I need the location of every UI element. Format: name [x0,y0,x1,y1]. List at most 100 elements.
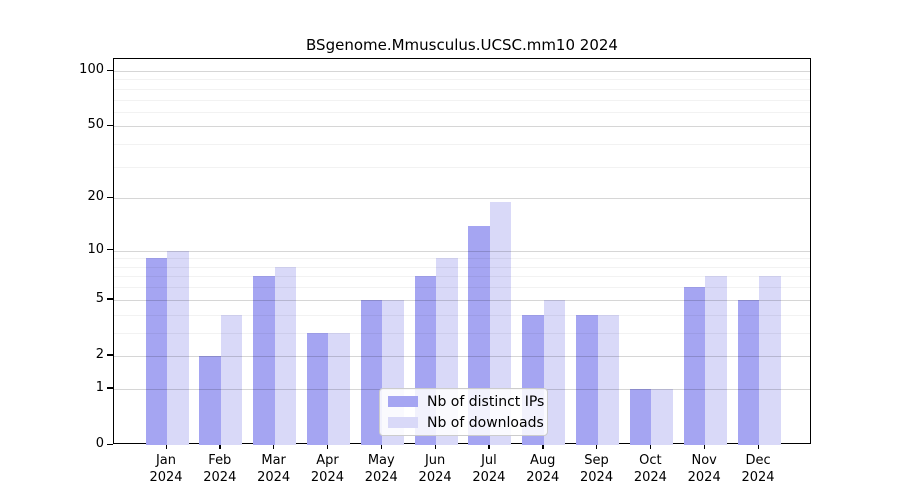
y-axis-tick-mark [107,443,113,445]
chart-title: BSgenome.Mmusculus.UCSC.mm10 2024 [306,36,618,54]
x-axis-month: Jun [424,453,446,468]
x-axis-year: 2024 [526,470,560,485]
x-axis-year: 2024 [580,470,614,485]
gridline-minor [114,79,810,81]
gridline-minor [114,166,810,168]
gridline-major [114,126,810,128]
bar-distinct-ips-dec [737,299,760,445]
x-axis-year: 2024 [203,470,237,485]
y-axis-tick-mark [107,354,113,356]
legend-swatch-distinct-ips [388,396,418,407]
x-axis-tick-label-jul: Jul 2024 [459,452,519,486]
x-axis-tick-label-mar: Mar 2024 [244,452,304,486]
bar-distinct-ips-mar [253,276,275,445]
x-axis-month: Nov [691,453,717,468]
gridline-major [114,198,810,200]
x-axis-tick-label-feb: Feb 2024 [190,452,250,486]
x-axis-tick-label-jan: Jan 2024 [136,452,196,486]
x-axis-month: Aug [530,453,556,468]
y-axis-tick-mark [107,196,113,199]
x-axis-month: Apr [316,453,339,468]
bar-distinct-ips-oct [629,388,652,445]
x-axis-month: Jul [481,453,497,468]
x-axis-tick-mark [219,444,221,449]
y-axis-tick-label: 10 [87,241,104,257]
x-axis-tick-label-aug: Aug 2024 [513,452,573,486]
bar-distinct-ips-sep [576,314,598,445]
legend-label-downloads: Nb of downloads [427,414,544,431]
bar-downloads-oct [651,388,673,445]
bar-downloads-jul [489,202,512,445]
x-axis-year: 2024 [364,470,398,485]
x-axis-year: 2024 [310,470,344,485]
x-axis-tick-mark [273,444,275,449]
x-axis-tick-mark [596,444,598,449]
x-axis-tick-label-dec: Dec 2024 [728,452,788,486]
y-axis-tick-label: 0 [95,436,104,451]
gridline-major [114,250,810,252]
x-axis-tick-mark [165,444,167,449]
y-axis-tick-mark [107,124,113,127]
bar-downloads-nov [705,276,727,445]
y-axis-tick-label: 20 [87,189,104,205]
y-axis-tick-label: 50 [87,117,104,133]
x-axis-tick-mark [757,444,759,449]
legend: Nb of distinct IPs Nb of downloads [379,388,548,436]
x-axis-month: Mar [261,453,286,468]
y-axis-tick-label: 2 [95,346,104,362]
x-axis-year: 2024 [418,470,452,485]
x-axis-month: Sep [584,453,609,468]
bar-downloads-mar [274,266,297,445]
x-axis-month: Oct [639,453,662,468]
x-axis-year: 2024 [741,470,775,485]
y-axis-tick-mark [107,69,113,71]
gridline-major [114,71,810,72]
x-axis-tick-label-sep: Sep 2024 [567,452,627,486]
bar-distinct-ips-jan [145,258,167,445]
x-axis-tick-label-may: May 2024 [351,452,411,486]
gridline-minor [114,144,810,146]
x-axis-tick-mark [434,444,436,449]
bar-downloads-feb [220,314,243,445]
bar-distinct-ips-may [360,299,383,445]
legend-entry-distinct-ips: Nb of distinct IPs [388,393,544,411]
x-axis-year: 2024 [472,470,506,485]
bar-downloads-aug [543,299,566,445]
x-axis-year: 2024 [687,470,721,485]
x-axis-tick-label-oct: Oct 2024 [620,452,680,486]
y-axis-tick-mark [107,249,113,251]
y-axis-tick-mark [107,387,113,389]
y-axis-tick-label: 5 [95,290,104,306]
x-axis-tick-mark [488,444,490,449]
x-axis-tick-mark [649,444,652,449]
y-axis-tick-label: 100 [79,62,104,77]
x-axis-tick-mark [542,444,544,449]
x-axis-month: May [367,453,395,468]
gridline-minor [114,266,810,268]
bar-distinct-ips-apr [306,332,329,445]
legend-swatch-downloads [388,417,418,428]
bar-downloads-sep [597,314,620,445]
x-axis-tick-label-jun: Jun 2024 [405,452,465,486]
bar-downloads-jan [167,250,189,445]
legend-entry-downloads: Nb of downloads [388,414,544,432]
x-axis-month: Dec [745,453,771,468]
gridline-minor [114,88,810,90]
x-axis-year: 2024 [257,470,291,485]
y-axis-tick-label: 1 [95,379,104,395]
legend-label-distinct-ips: Nb of distinct IPs [427,393,545,410]
bar-distinct-ips-feb [199,355,221,445]
x-axis-year: 2024 [633,470,667,485]
gridline-minor [114,258,810,260]
x-axis-tick-mark [703,444,705,449]
y-axis-tick-mark [107,298,113,300]
x-axis-tick-label-apr: Apr 2024 [297,452,357,486]
x-axis-month: Feb [208,453,232,468]
x-axis-year: 2024 [149,470,183,485]
bar-distinct-ips-nov [683,287,706,445]
gridline-minor [114,111,810,113]
x-axis-tick-label-nov: Nov 2024 [674,452,734,486]
plot-area: Nb of distinct IPs Nb of downloads [113,58,811,445]
gridline-minor [114,99,810,101]
